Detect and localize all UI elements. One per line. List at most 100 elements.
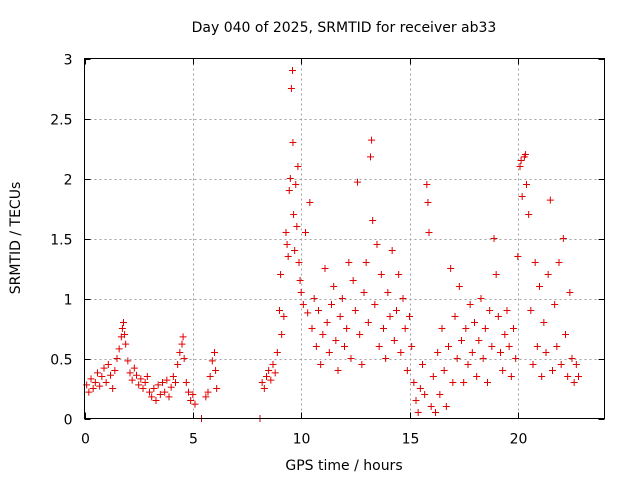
data-point — [518, 193, 526, 200]
data-point — [260, 385, 268, 392]
data-point — [453, 355, 461, 362]
data-point — [549, 367, 556, 374]
data-point — [111, 367, 119, 374]
data-point — [368, 136, 376, 144]
data-point — [118, 325, 126, 332]
data-point — [91, 379, 99, 386]
data-point — [204, 388, 212, 396]
data-point — [460, 379, 468, 386]
data-point — [189, 391, 197, 398]
data-point — [393, 307, 400, 314]
data-point — [475, 337, 483, 344]
data-point — [423, 181, 431, 188]
y-tick-label: 0 — [64, 413, 73, 429]
data-point — [542, 349, 550, 356]
data-point — [458, 337, 465, 344]
data-point — [304, 309, 312, 317]
data-point — [517, 157, 525, 164]
data-point — [488, 343, 496, 350]
data-point — [135, 381, 143, 389]
data-point — [341, 343, 348, 350]
data-point — [564, 373, 572, 380]
data-point — [282, 229, 290, 236]
data-point — [462, 325, 470, 332]
data-point — [421, 391, 429, 398]
data-point — [570, 379, 578, 386]
data-point — [293, 223, 301, 230]
data-point — [408, 343, 416, 350]
data-point — [267, 376, 275, 384]
data-point — [212, 367, 220, 374]
data-point — [416, 385, 424, 392]
data-point — [289, 67, 296, 74]
data-point — [137, 375, 145, 383]
data-point — [104, 361, 112, 368]
data-point — [445, 343, 452, 350]
data-point — [360, 289, 368, 296]
data-point — [89, 385, 97, 392]
data-point — [395, 271, 403, 278]
data-point — [442, 403, 450, 410]
data-point — [143, 373, 151, 380]
data-point — [546, 196, 554, 204]
data-point — [559, 235, 567, 242]
data-point — [436, 391, 444, 398]
data-point — [98, 373, 106, 380]
data-point — [141, 379, 149, 386]
data-point — [128, 376, 136, 384]
data-point — [553, 343, 561, 350]
data-point — [471, 319, 478, 326]
data-point — [165, 393, 173, 401]
data-point — [319, 331, 327, 338]
data-point — [440, 367, 448, 374]
data-point — [375, 343, 383, 350]
y-tick-label: 2 — [64, 173, 73, 189]
data-point — [328, 301, 335, 308]
y-tick-label: 1.5 — [50, 233, 72, 249]
data-point — [343, 325, 351, 332]
data-point — [527, 307, 535, 314]
data-point — [285, 187, 293, 194]
data-point — [525, 211, 533, 218]
data-point — [280, 313, 288, 320]
data-point — [208, 357, 216, 365]
data-point — [449, 379, 457, 386]
data-point — [499, 367, 507, 374]
data-point — [351, 307, 359, 314]
data-point — [163, 376, 171, 384]
data-point — [356, 331, 364, 338]
data-point — [283, 241, 291, 248]
data-point — [406, 313, 413, 320]
data-point — [494, 313, 502, 320]
data-point — [126, 369, 134, 377]
data-point — [434, 349, 442, 356]
data-point — [362, 259, 370, 266]
data-point — [315, 307, 322, 314]
data-point — [107, 371, 114, 379]
data-point — [380, 325, 387, 332]
data-point — [130, 364, 138, 372]
data-point — [202, 393, 210, 401]
data-point — [94, 369, 101, 377]
data-point — [468, 349, 476, 356]
data-point — [345, 259, 353, 266]
data-point — [297, 289, 305, 296]
data-point — [185, 388, 192, 396]
data-point — [390, 337, 398, 344]
y-tick-label: 0.5 — [50, 353, 72, 369]
data-point — [367, 153, 374, 161]
plot-frame — [84, 58, 605, 419]
data-point — [505, 343, 513, 350]
data-point — [109, 385, 117, 392]
y-tick-label: 3 — [64, 53, 73, 69]
data-point — [479, 355, 487, 362]
data-point — [358, 361, 366, 368]
data-point — [412, 397, 420, 404]
data-point — [115, 345, 123, 353]
data-point — [562, 331, 569, 338]
data-point — [533, 343, 541, 350]
data-point — [364, 319, 372, 326]
x-tick-label: 20 — [510, 432, 528, 448]
data-point — [484, 379, 491, 386]
data-point — [382, 355, 390, 362]
